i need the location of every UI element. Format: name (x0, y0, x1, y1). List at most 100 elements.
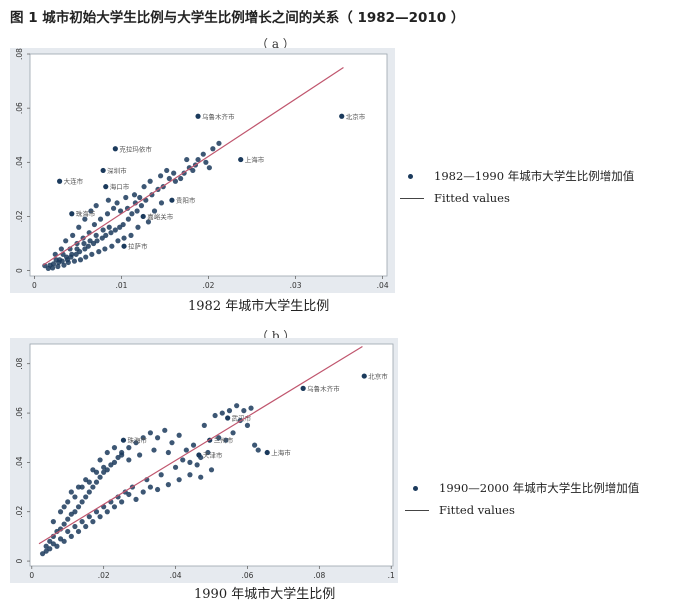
fitted-line (38, 345, 363, 545)
data-point (255, 447, 261, 453)
legend-label-points: 1990—2000 年城市大学生比例增加值 (439, 481, 640, 495)
data-point (82, 216, 88, 222)
data-point (83, 477, 89, 483)
labeled-data-point (121, 243, 127, 249)
point-label: 兰州市 (214, 436, 234, 445)
data-point (248, 405, 254, 411)
data-point (121, 235, 127, 241)
point-label: 珠海市 (127, 436, 147, 445)
data-point (203, 159, 209, 165)
plot-area (29, 343, 394, 567)
x-tick-label: .04 (377, 281, 389, 290)
data-point (104, 449, 110, 456)
point-label: 贵阳市 (176, 196, 196, 205)
labeled-data-point (103, 184, 109, 190)
data-point (106, 224, 112, 230)
x-tick-label: .02 (98, 571, 110, 580)
labeled-data-point (300, 385, 306, 391)
data-point (117, 224, 123, 230)
data-point (97, 457, 103, 463)
point-label: 上海市 (245, 155, 265, 164)
data-point (69, 251, 75, 257)
y-tick-label: .08 (15, 48, 24, 60)
legend-entry-points: 1990—2000 年城市大学生比例增加值 (405, 477, 639, 499)
data-point (119, 449, 125, 456)
data-point (234, 403, 240, 409)
data-point (241, 408, 247, 414)
data-point (115, 494, 121, 500)
data-point (61, 504, 67, 510)
data-point (65, 528, 71, 535)
data-point (74, 246, 80, 252)
point-label: 乌鲁木齐市 (307, 384, 340, 393)
y-tick-label: 0 (15, 558, 24, 563)
data-point (110, 205, 117, 211)
data-point (87, 238, 93, 244)
data-point (158, 472, 164, 478)
data-point (134, 208, 140, 214)
data-point (117, 208, 124, 214)
data-point (93, 203, 99, 209)
data-point (55, 263, 61, 270)
point-label: 武汉市 (232, 414, 252, 423)
data-point (151, 447, 157, 453)
data-point (165, 449, 171, 456)
data-point (119, 499, 125, 505)
data-point (252, 442, 258, 448)
data-point (50, 265, 56, 271)
data-point (101, 464, 107, 470)
data-point (83, 494, 89, 500)
data-point (57, 257, 63, 263)
data-point (63, 254, 70, 260)
data-point (75, 484, 82, 490)
data-point (133, 440, 139, 446)
data-point (223, 437, 229, 443)
labeled-data-point (196, 452, 202, 458)
data-point (63, 238, 69, 244)
data-point (133, 496, 139, 502)
data-point (93, 232, 99, 238)
data-point (201, 422, 207, 428)
y-tick-label: .06 (15, 407, 24, 419)
labeled-data-point (57, 178, 63, 184)
data-point (147, 484, 154, 490)
y-tick-label: .08 (15, 358, 24, 370)
data-point (72, 523, 78, 530)
data-point (195, 156, 201, 163)
data-point (68, 489, 74, 495)
legend-label-fit: Fitted values (439, 503, 515, 517)
panel-a-label: （ a ） (256, 37, 295, 51)
data-point (176, 432, 182, 438)
labeled-data-point (361, 373, 367, 379)
data-point (145, 219, 152, 225)
labeled-data-point (100, 167, 106, 174)
data-point (83, 523, 89, 530)
data-point (81, 240, 87, 247)
data-point (68, 533, 74, 539)
y-tick-label: .04 (15, 156, 24, 168)
data-point (219, 410, 225, 416)
data-point (128, 232, 134, 238)
data-point (45, 265, 51, 272)
data-point (206, 165, 212, 171)
data-point (100, 227, 106, 233)
data-point (105, 197, 111, 203)
data-point (126, 457, 132, 463)
y-tick-label: .04 (15, 456, 24, 468)
point-label: 嘉峪关市 (147, 212, 174, 221)
data-point (90, 519, 96, 525)
x-tick-label: .08 (313, 571, 325, 580)
x-tick-label: .06 (241, 571, 253, 580)
data-point (154, 486, 161, 493)
y-tick-label: .02 (15, 210, 24, 222)
data-point (137, 194, 143, 201)
data-point (158, 173, 164, 179)
data-point (126, 445, 132, 451)
x-tick-label: 0 (32, 281, 37, 290)
data-point (169, 440, 175, 446)
data-point (135, 224, 141, 230)
point-label: 天津市 (203, 451, 223, 460)
legend-marker-line (405, 509, 429, 511)
data-point (70, 232, 76, 238)
